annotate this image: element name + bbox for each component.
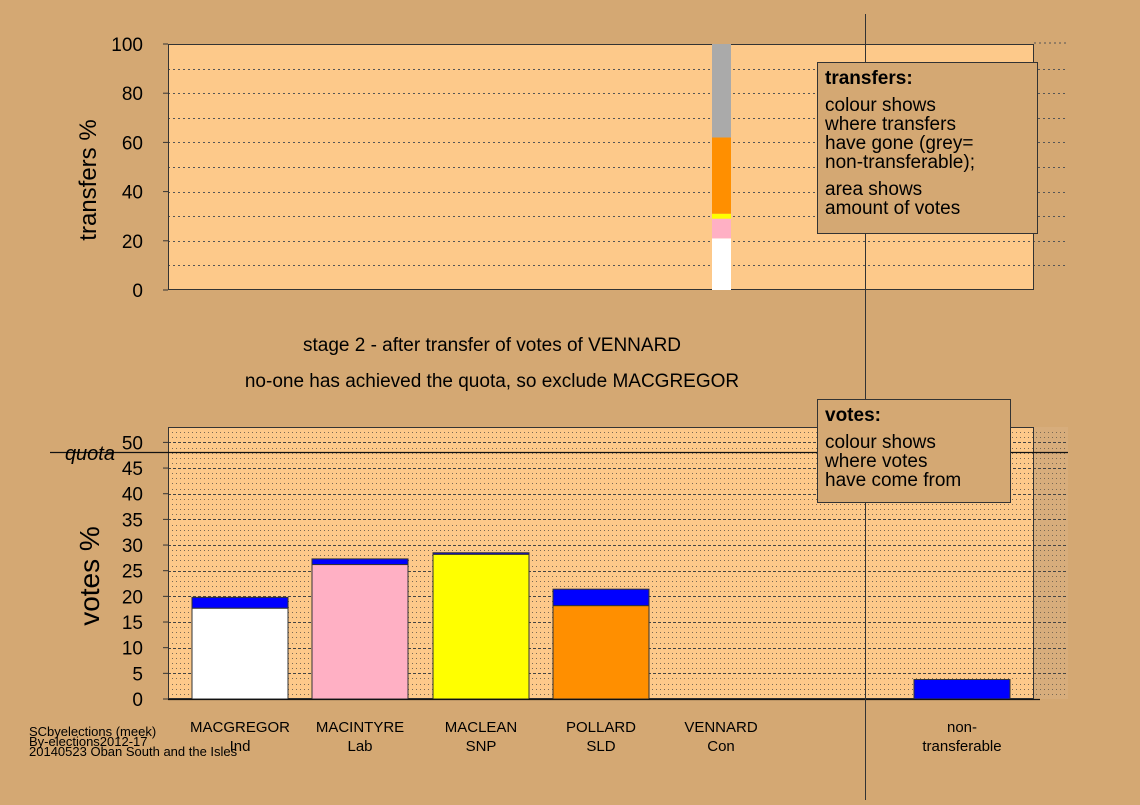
credit-line-3: 20140523 Oban South and the Isles (29, 744, 238, 759)
credit-line-1: SCbyelections (meek) (29, 724, 157, 739)
party-label-macintyre: Lab (347, 738, 372, 755)
transfers-y-tick-label: 100 (111, 35, 143, 56)
votes-y-tick-label: 0 (132, 690, 143, 711)
stage-note: no-one has achieved the quota, so exclud… (245, 371, 739, 392)
party-label-vennard: Con (707, 738, 735, 755)
votes-y-tick-label: 50 (122, 433, 143, 454)
category-label-pollard: POLLARD (566, 719, 636, 736)
bar-macintyre-transfer (311, 558, 409, 566)
votes-y-tick-label: 10 (122, 639, 143, 660)
transfer-segment-maclean (712, 213, 731, 219)
transfers-y-tick-label: 40 (122, 183, 143, 204)
votes-y-tick-label: 35 (122, 510, 143, 531)
bar-nontransferable (913, 678, 1011, 700)
credit-line-2: By-elections2012-17 (29, 734, 148, 749)
bar-macgregor-transfer (191, 596, 289, 609)
bar-macgregor-base (191, 607, 289, 700)
transfers-legend-line: where transfers (825, 114, 956, 135)
transfer-segment-macgregor (712, 238, 731, 290)
votes-legend-line: colour shows (825, 432, 936, 453)
votes-y-tick-label: 5 (132, 664, 143, 685)
category-label-macintyre: MACINTYRE (316, 719, 404, 736)
transfers-legend-line: amount of votes (825, 198, 961, 219)
stage-title: stage 2 - after transfer of votes of VEN… (303, 335, 681, 356)
transfers-y-axis-label: transfers % (75, 119, 102, 240)
party-label-macgregor: Ind (230, 738, 251, 755)
transfers-y-tick-label: 80 (122, 84, 143, 105)
bar-maclean-transfer (432, 552, 530, 555)
bar-pollard-base (552, 605, 650, 700)
transfers-y-tick-label: 20 (122, 232, 143, 253)
transfers-legend-line: non-transferable); (825, 152, 975, 173)
transfer-segment-macintyre (712, 218, 731, 239)
transfers-legend-box: transfers: colour shows where transfers … (817, 62, 1038, 234)
votes-y-tick-label: 20 (122, 587, 143, 608)
transfers-legend-line: area shows (825, 179, 923, 200)
transfer-segment-non-transferable (712, 44, 731, 138)
votes-y-tick-label: 25 (122, 562, 143, 583)
transfers-y-tick-label: 0 (132, 281, 143, 302)
votes-y-tick-label: 40 (122, 485, 143, 506)
bar-macintyre-base (311, 564, 409, 700)
transfers-legend-title: transfers: (825, 68, 913, 89)
votes-plot-margin (1034, 427, 1068, 699)
category-label-vennard: VENNARD (684, 719, 758, 736)
transfers-y-tick-label: 60 (122, 133, 143, 154)
transfers-legend-line: colour shows (825, 95, 936, 116)
votes-legend-title: votes: (825, 405, 881, 426)
transfers-legend-line: have gone (grey= (825, 133, 974, 154)
votes-legend-box: votes: colour shows where votes have com… (817, 399, 1011, 503)
nontransferable-label-line2: transferable (922, 738, 1001, 755)
party-label-pollard: SLD (586, 738, 615, 755)
nontransferable-label-line1: non- (947, 719, 977, 736)
votes-y-axis-label: votes % (74, 526, 105, 626)
votes-legend-line: have come from (825, 470, 962, 491)
votes-y-tick-label: 30 (122, 536, 143, 557)
votes-y-tick-label: 45 (122, 459, 143, 480)
quota-label: quota (65, 443, 115, 465)
transfer-segment-pollard (712, 137, 731, 214)
votes-y-tick-label: 15 (122, 613, 143, 634)
party-label-maclean: SNP (466, 738, 497, 755)
category-label-macgregor: MACGREGOR (190, 719, 290, 736)
bar-maclean-base (432, 553, 530, 700)
votes-legend-line: where votes (825, 451, 928, 472)
category-label-maclean: MACLEAN (445, 719, 518, 736)
bar-pollard-transfer (552, 588, 650, 607)
